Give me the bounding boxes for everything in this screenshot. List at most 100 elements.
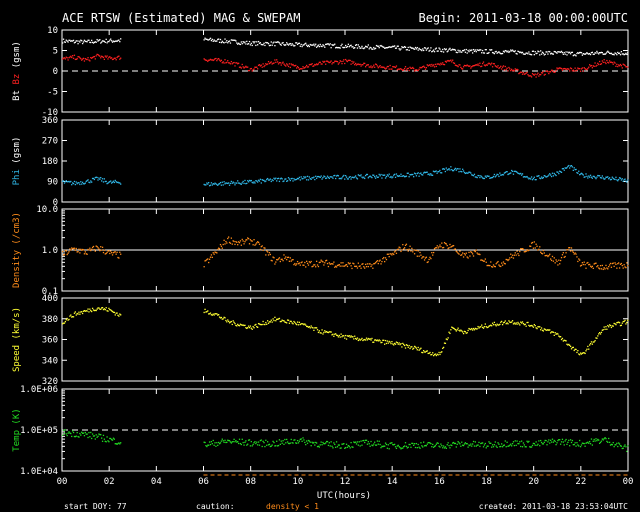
phi-data-point: [403, 176, 406, 178]
mag-data-point: [503, 51, 506, 53]
density-data-point: [592, 267, 594, 270]
mag-data-point: [445, 48, 447, 50]
mag-data-point: [462, 49, 464, 52]
mag-data-point: [384, 47, 386, 49]
mag-data-point: [380, 44, 382, 47]
temp-data-point: [549, 439, 552, 442]
phi-data-point: [206, 182, 208, 184]
phi-data-point: [598, 175, 600, 177]
density-data-point: [587, 261, 589, 264]
mag-data-point: [272, 62, 274, 65]
temp-data-point: [596, 440, 598, 442]
temp-data-point: [412, 442, 414, 445]
density-data-point: [220, 245, 223, 247]
density-data-point: [120, 253, 122, 255]
mag-data-point: [67, 41, 69, 43]
mag-data-point: [116, 56, 118, 59]
mag-data-point: [582, 70, 584, 72]
density-data-point: [480, 259, 482, 261]
temp-data-point: [607, 441, 609, 443]
mag-ytick-label: 0: [53, 67, 58, 77]
speed-data-point: [247, 327, 249, 329]
density-data-point: [370, 265, 372, 268]
temp-data-point: [228, 440, 231, 442]
phi-data-point: [108, 181, 110, 183]
phi-data-point: [354, 176, 356, 178]
temp-data-point: [92, 435, 95, 437]
mag-data-point: [391, 46, 393, 48]
phi-data-point: [498, 175, 500, 178]
speed-data-point: [220, 316, 223, 319]
mag-data-point: [386, 65, 389, 68]
density-data-point: [509, 257, 511, 259]
mag-data-point: [383, 66, 385, 68]
temp-data-point: [350, 441, 352, 444]
mag-data-point: [548, 50, 550, 53]
phi-data-point: [534, 179, 536, 181]
mag-data-point: [118, 55, 120, 57]
mag-data-point: [428, 50, 430, 52]
phi-data-point: [224, 183, 226, 185]
density-data-point: [579, 265, 582, 267]
mag-data-point: [308, 45, 311, 48]
temp-data-point: [433, 445, 436, 448]
phi-ytick-label: 0: [53, 198, 58, 208]
density-data-point: [602, 268, 604, 271]
mag-data-point: [622, 53, 624, 55]
speed-data-point: [377, 340, 379, 342]
speed-data-point: [581, 352, 584, 354]
mag-data-point: [432, 49, 435, 51]
mag-data-point: [217, 58, 219, 60]
phi-data-point: [444, 170, 447, 173]
phi-data-point: [454, 167, 457, 170]
temp-data-point: [510, 445, 513, 447]
phi-data-point: [448, 167, 450, 170]
mag-data-point: [441, 50, 443, 53]
density-data-point: [64, 249, 67, 252]
mag-data-point: [403, 46, 405, 49]
mag-data-point: [450, 59, 452, 61]
mag-data-point: [625, 52, 627, 55]
mag-data-point: [384, 47, 387, 49]
phi-series-phi: [62, 164, 629, 187]
phi-data-point: [617, 180, 619, 182]
mag-data-point: [304, 66, 306, 69]
phi-data-point: [500, 174, 502, 176]
mag-data-point: [78, 56, 80, 58]
mag-data-point: [593, 53, 595, 56]
mag-data-point: [287, 65, 290, 68]
density-data-point: [560, 256, 563, 259]
mag-data-point: [70, 40, 72, 42]
mag-data-point: [387, 65, 389, 68]
mag-data-point: [411, 67, 413, 69]
temp-data-point: [384, 442, 387, 444]
mag-data-point: [243, 42, 245, 44]
mag-data-point: [349, 59, 351, 62]
speed-data-point: [338, 334, 340, 337]
speed-data-point: [573, 349, 575, 352]
phi-data-point: [88, 181, 90, 183]
density-data-point: [332, 263, 334, 265]
density-data-point: [217, 248, 219, 251]
phi-data-point: [603, 178, 605, 180]
density-data-point: [310, 260, 312, 263]
mag-data-point: [273, 62, 275, 64]
mag-data-point: [353, 61, 355, 63]
mag-data-point: [569, 67, 572, 69]
temp-ytick-label: 1.0E+05: [20, 426, 58, 436]
phi-data-point: [443, 168, 446, 170]
temp-data-point: [553, 439, 555, 442]
density-data-point: [559, 263, 561, 265]
mag-data-point: [530, 76, 533, 78]
mag-data-point: [260, 64, 262, 66]
mag-data-point: [360, 47, 362, 49]
phi-data-point: [98, 177, 100, 179]
density-data-point: [91, 246, 94, 249]
phi-data-point: [282, 180, 284, 183]
mag-data-point: [413, 70, 416, 72]
temp-data-point: [84, 431, 86, 434]
mag-data-point: [588, 66, 590, 68]
phi-data-point: [404, 175, 407, 178]
phi-data-point: [412, 173, 414, 176]
mag-data-point: [382, 66, 384, 69]
